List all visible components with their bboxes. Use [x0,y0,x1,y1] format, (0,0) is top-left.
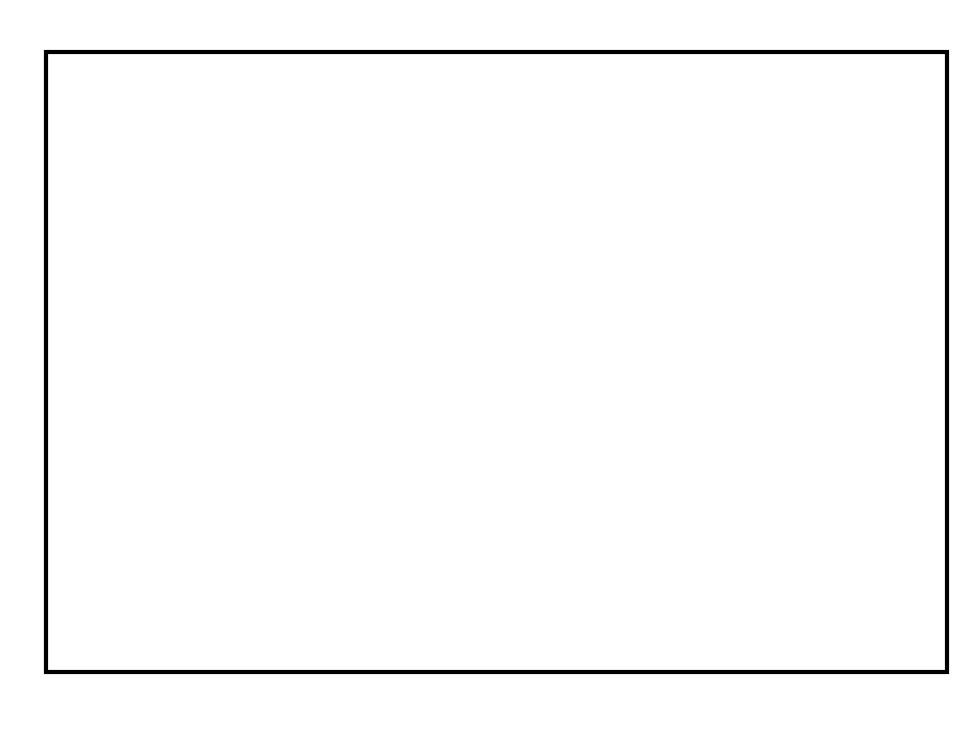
Title: Leon County Resale Homes Median Sold Price In Thousands: Leon County Resale Homes Median Sold Pri… [148,116,855,136]
